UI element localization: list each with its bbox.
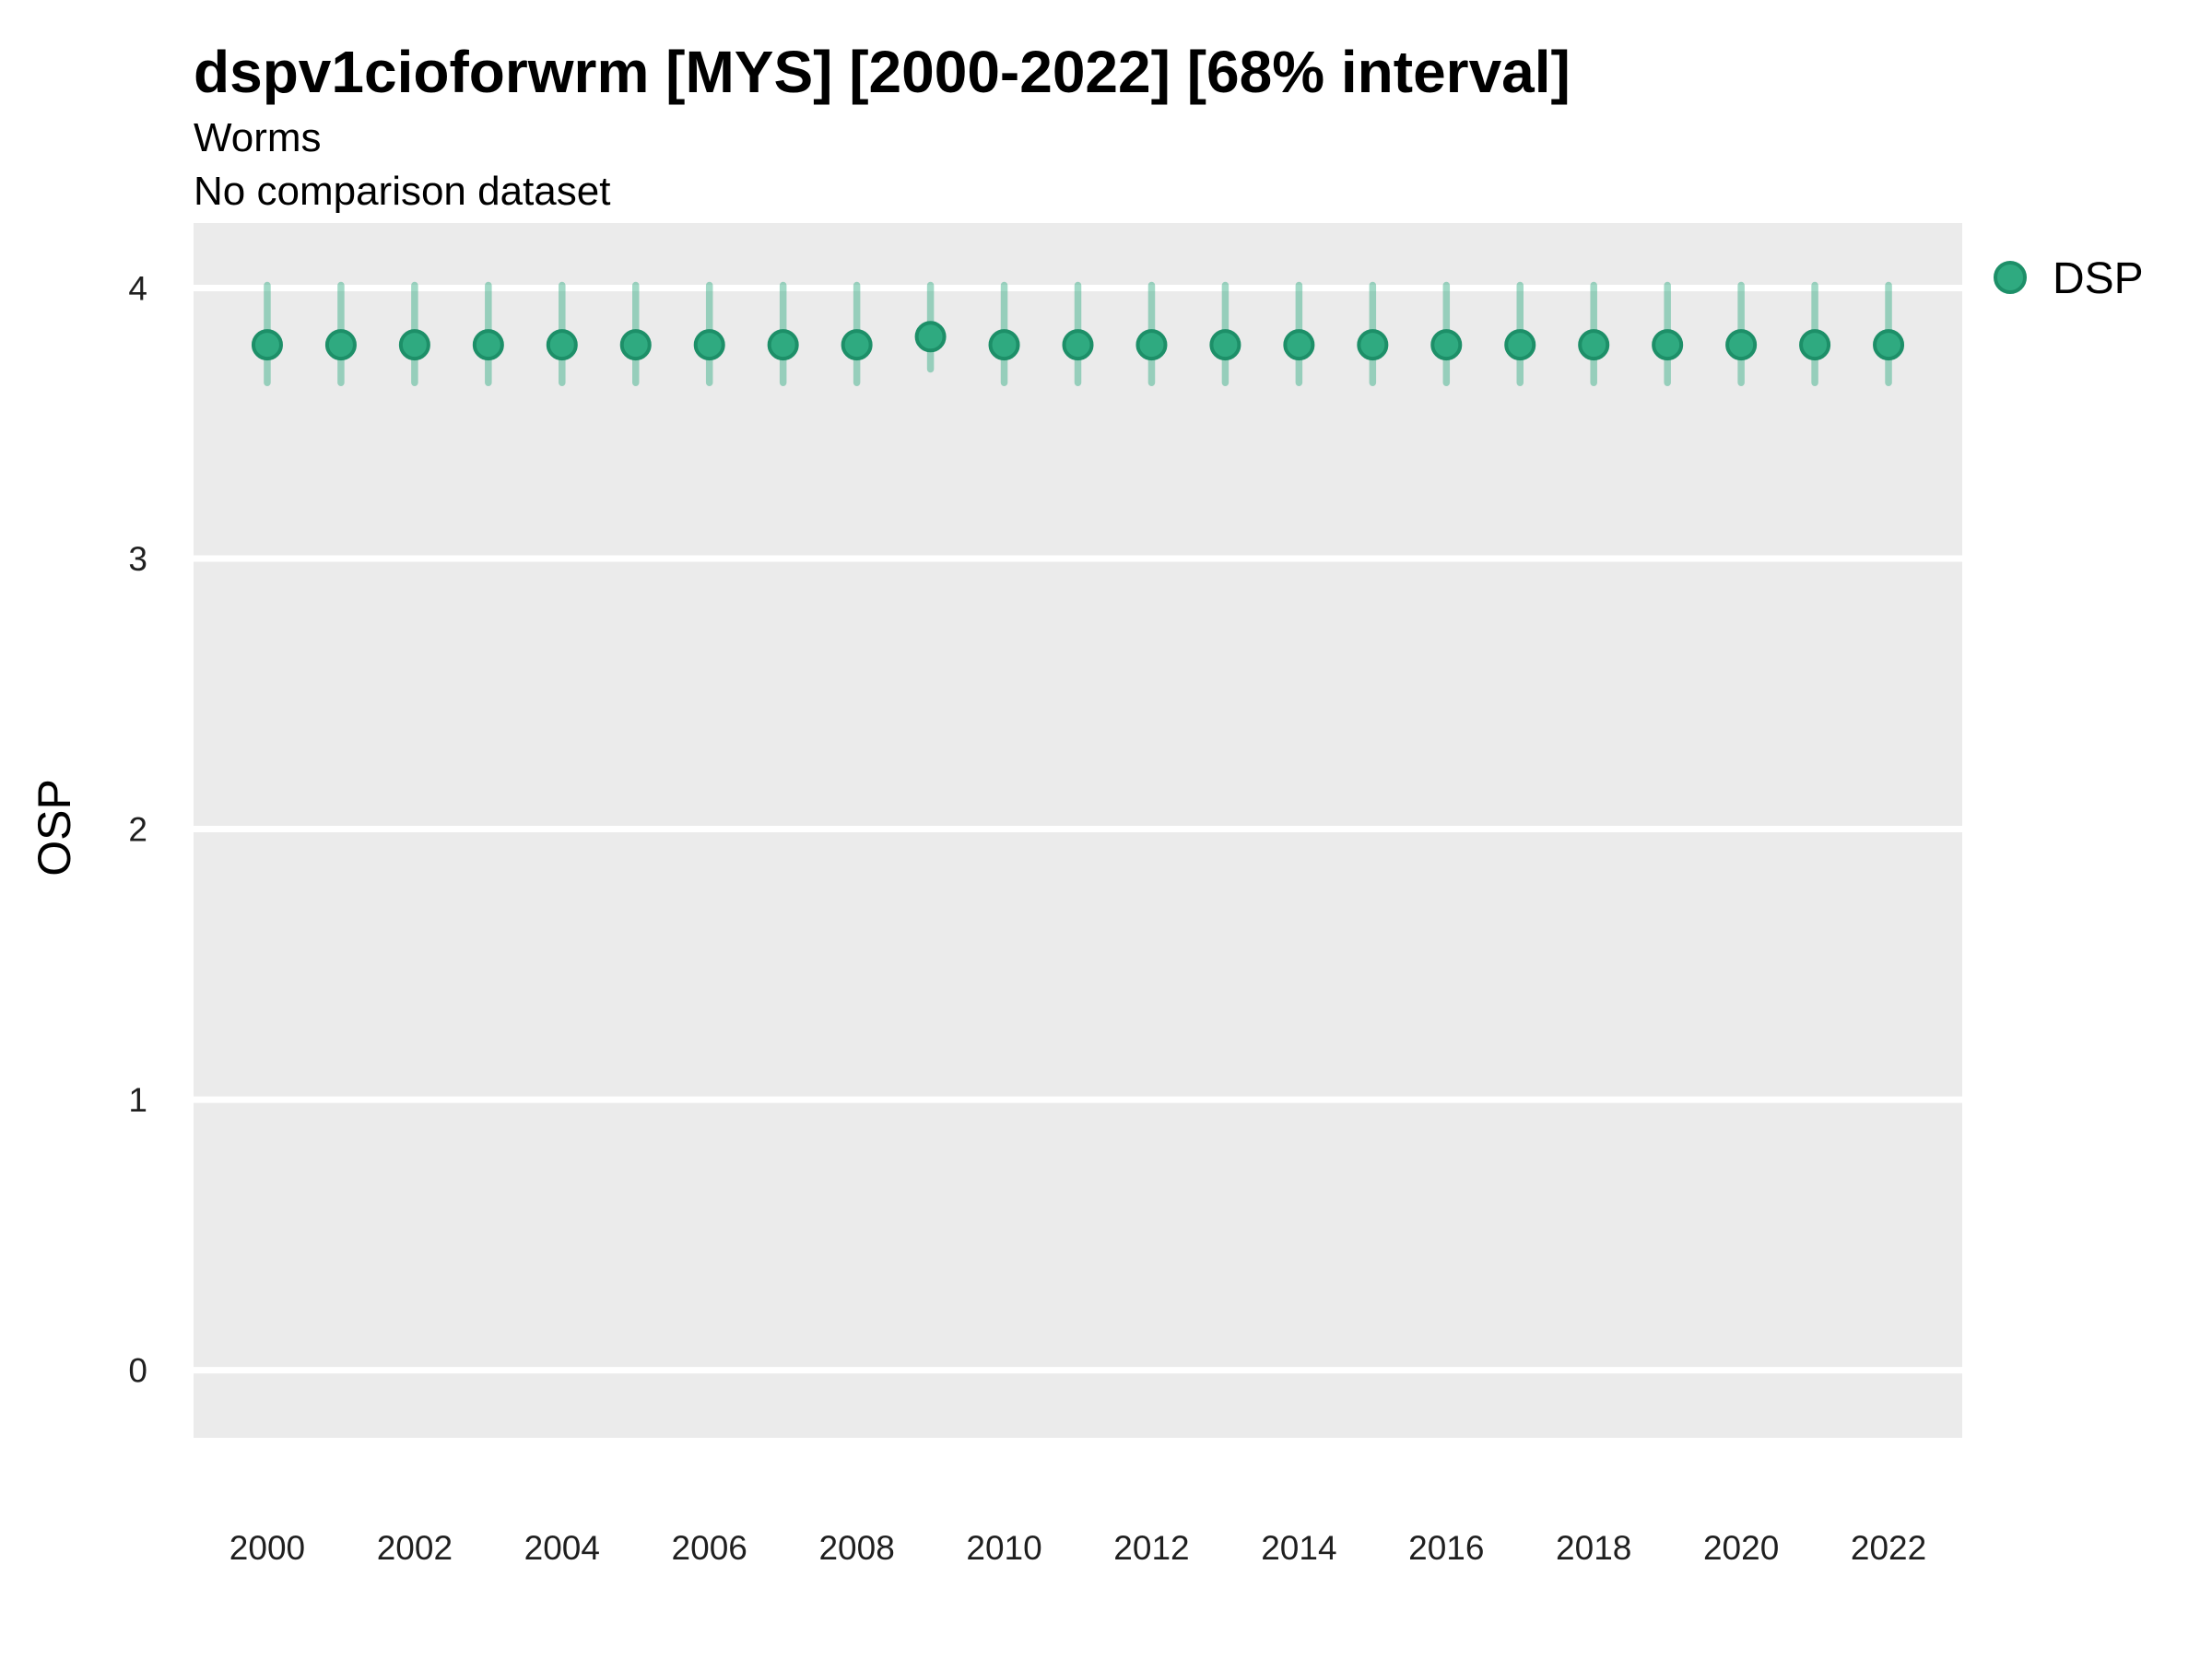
data-point-2016: [1430, 329, 1463, 361]
chart-title: dspv1cioforwrm [MYS] [2000-2022] [68% in…: [194, 39, 1571, 105]
data-point-2019: [1652, 329, 1684, 361]
data-point-2004: [546, 329, 578, 361]
x-tick-label: 2018: [1556, 1529, 1631, 1567]
legend: DSP: [1994, 254, 2144, 303]
data-point-2005: [619, 329, 652, 361]
data-point-2009: [914, 321, 947, 353]
x-tick-label: 2014: [1261, 1529, 1336, 1567]
data-point-2001: [324, 329, 357, 361]
y-tick-label: 3: [128, 540, 147, 578]
chart-subtitle: Worms: [194, 115, 322, 160]
x-tick-label: 2022: [1851, 1529, 1926, 1567]
x-axis-tick-labels: 2000 2002 2004 2006 2008 2010 2012 2014 2016 2018…: [229, 1529, 1926, 1567]
x-tick-label: 2000: [229, 1529, 305, 1567]
data-point-2018: [1578, 329, 1610, 361]
x-tick-label: 2020: [1703, 1529, 1779, 1567]
data-point-2012: [1135, 329, 1168, 361]
y-axis-title: OSP: [29, 779, 80, 877]
data-point-2011: [1062, 329, 1094, 361]
data-point-2002: [398, 329, 430, 361]
gridlines: [194, 284, 1962, 1374]
y-tick-label: 0: [128, 1352, 147, 1390]
y-axis-tick-labels: 0 1 2 3 4: [128, 269, 147, 1389]
x-tick-label: 2010: [966, 1529, 1041, 1567]
data-point-2003: [472, 329, 504, 361]
x-tick-label: 2008: [818, 1529, 894, 1567]
data-point-2007: [767, 329, 799, 361]
data-point-2020: [1725, 329, 1758, 361]
data-point-2022: [1873, 329, 1905, 361]
legend-point-icon: [1994, 261, 2027, 294]
chart-note: No comparison dataset: [194, 169, 610, 214]
data-marks: [251, 281, 1905, 386]
data-point-2015: [1357, 329, 1389, 361]
y-tick-label: 1: [128, 1081, 147, 1119]
x-tick-label: 2006: [672, 1529, 747, 1567]
data-point-2013: [1209, 329, 1241, 361]
x-tick-label: 2016: [1408, 1529, 1484, 1567]
data-point-2010: [988, 329, 1020, 361]
data-point-2008: [841, 329, 873, 361]
data-point-2021: [1799, 329, 1831, 361]
data-point-2000: [251, 329, 283, 361]
x-tick-label: 2004: [524, 1529, 600, 1567]
data-point-2014: [1283, 329, 1315, 361]
x-tick-label: 2012: [1113, 1529, 1189, 1567]
data-point-2017: [1504, 329, 1536, 361]
x-tick-label: 2002: [377, 1529, 453, 1567]
y-tick-label: 4: [128, 269, 147, 307]
legend-label: DSP: [2053, 254, 2144, 303]
y-tick-label: 2: [128, 811, 147, 849]
data-point-2006: [693, 329, 725, 361]
